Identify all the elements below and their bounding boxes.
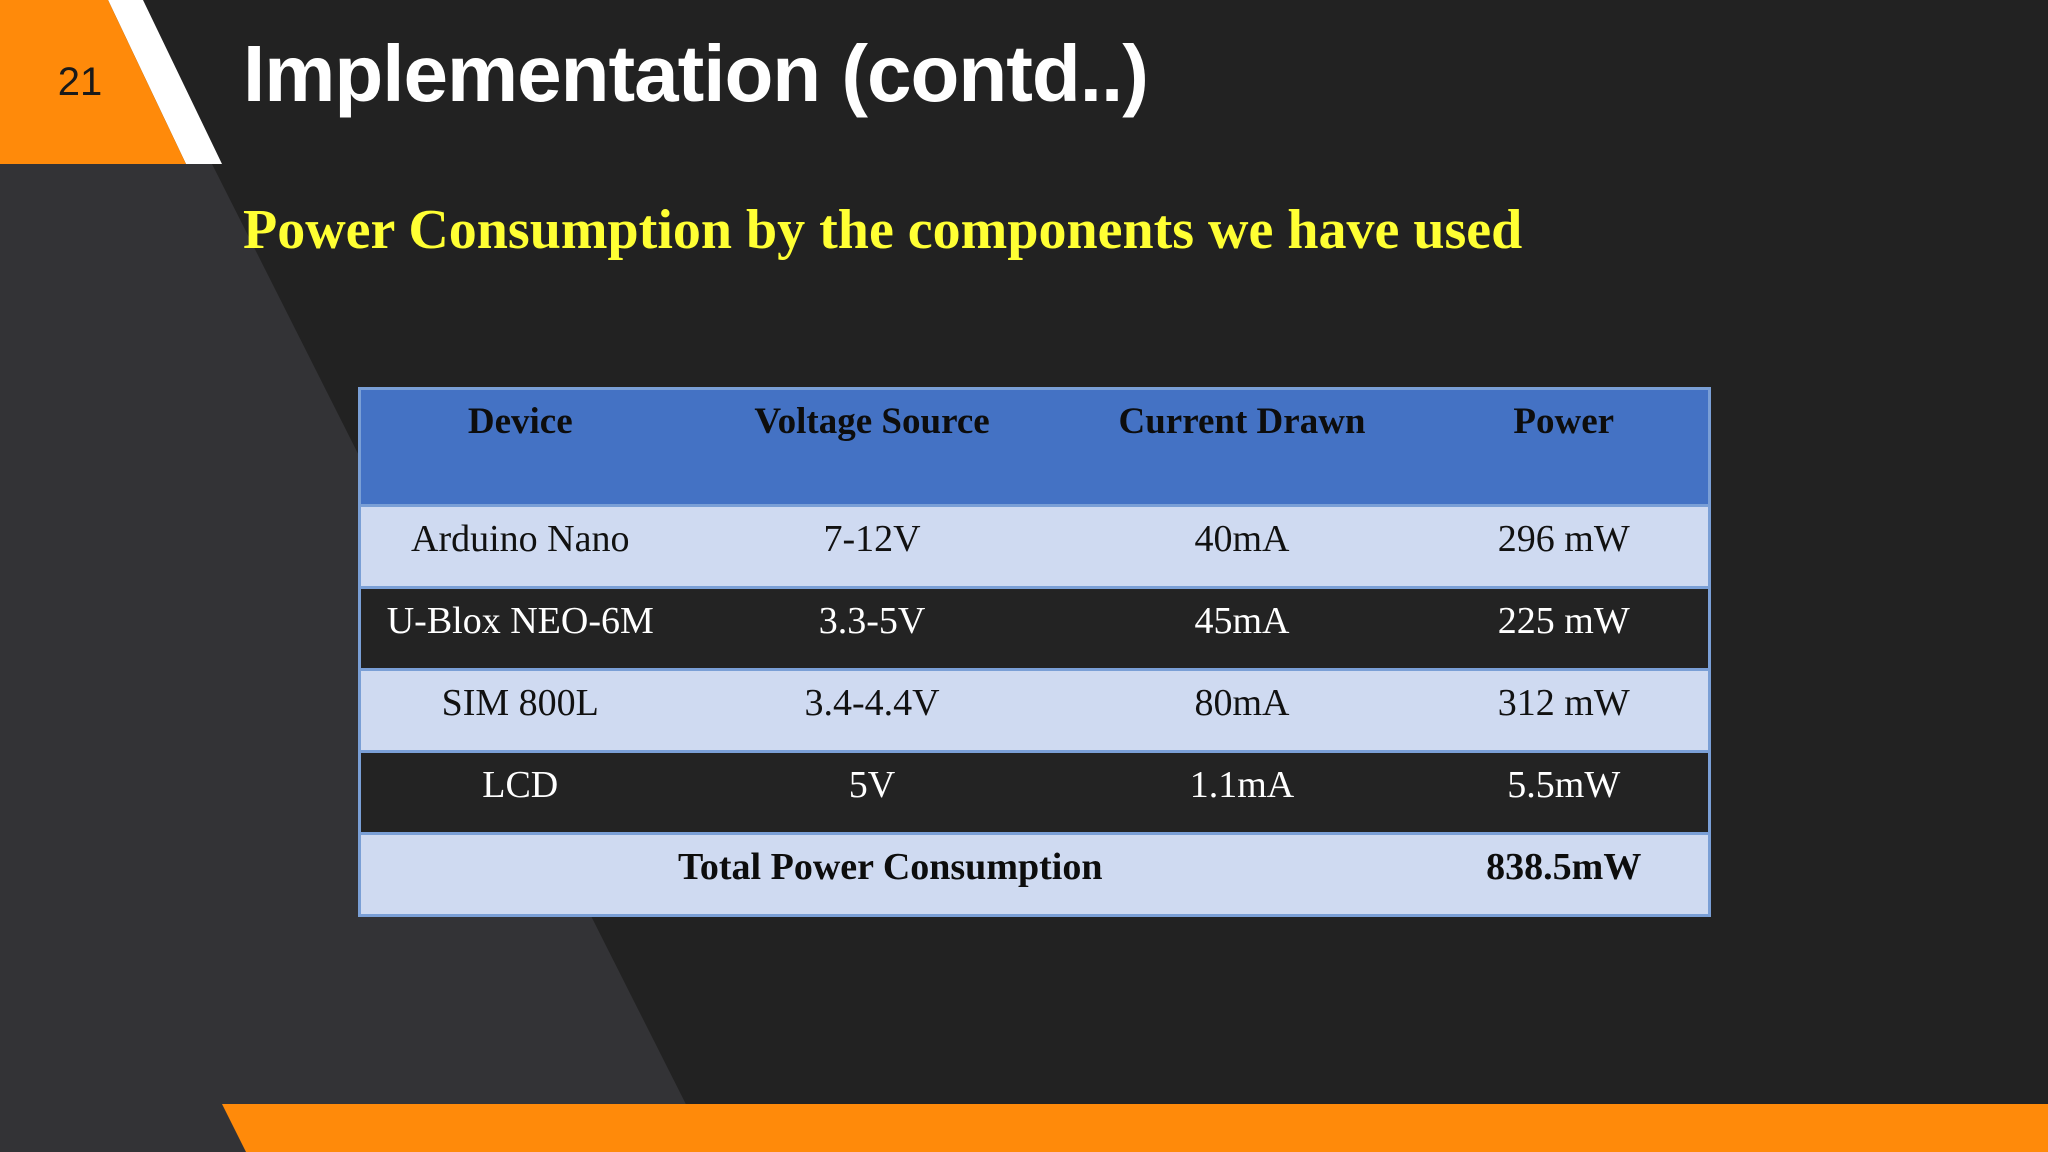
header-device: Device	[467, 401, 573, 442]
cell-device: U-Blox NEO-6M	[386, 600, 654, 642]
table-row: SIM 800L 3.4-4.4V 80mA 312 mW	[359, 669, 1710, 752]
cell-voltage: 3.4-4.4V	[804, 682, 940, 724]
slide-title: Implementation (contd..)	[243, 29, 1149, 118]
corner-accent-white	[108, 0, 222, 164]
cell-voltage: 5V	[848, 764, 896, 806]
background-gray-shape	[0, 164, 710, 1152]
cell-voltage: 3.3-5V	[818, 600, 926, 642]
footer-orange-bar	[222, 1104, 2048, 1152]
header-voltage-source: Voltage Source	[754, 401, 990, 442]
cell-device: LCD	[482, 764, 559, 806]
slide-subtitle: Power Consumption by the components we h…	[243, 199, 1523, 261]
cell-current: 40mA	[1194, 518, 1290, 560]
table-total-row: Total Power Consumption 838.5mW	[359, 833, 1710, 916]
cell-power: 225 mW	[1497, 600, 1630, 642]
table-row: Arduino Nano 7-12V 40mA 296 mW	[359, 505, 1710, 588]
cell-power: 5.5mW	[1507, 764, 1621, 806]
cell-power: 296 mW	[1497, 518, 1630, 560]
cell-device: SIM 800L	[441, 682, 599, 724]
cell-device: Arduino Nano	[411, 518, 630, 560]
header-current-drawn: Current Drawn	[1118, 401, 1366, 442]
table-row: LCD 5V 1.1mA 5.5mW	[359, 751, 1710, 834]
corner-accent-orange	[0, 0, 186, 164]
slide-number: 21	[57, 59, 103, 104]
cell-current: 80mA	[1194, 682, 1290, 724]
cell-current: 1.1mA	[1189, 764, 1295, 806]
power-consumption-table: Device Voltage Source Current Drawn Powe…	[358, 387, 1711, 917]
cell-current: 45mA	[1194, 600, 1290, 642]
cell-voltage: 7-12V	[823, 518, 921, 560]
total-power-value: 838.5mW	[1486, 846, 1642, 888]
cell-power: 312 mW	[1497, 682, 1630, 724]
header-power: Power	[1513, 401, 1615, 442]
table-row: U-Blox NEO-6M 3.3-5V 45mA 225 mW	[359, 587, 1710, 670]
total-power-label: Total Power Consumption	[678, 846, 1103, 888]
table-header-row: Device Voltage Source Current Drawn Powe…	[359, 388, 1710, 506]
